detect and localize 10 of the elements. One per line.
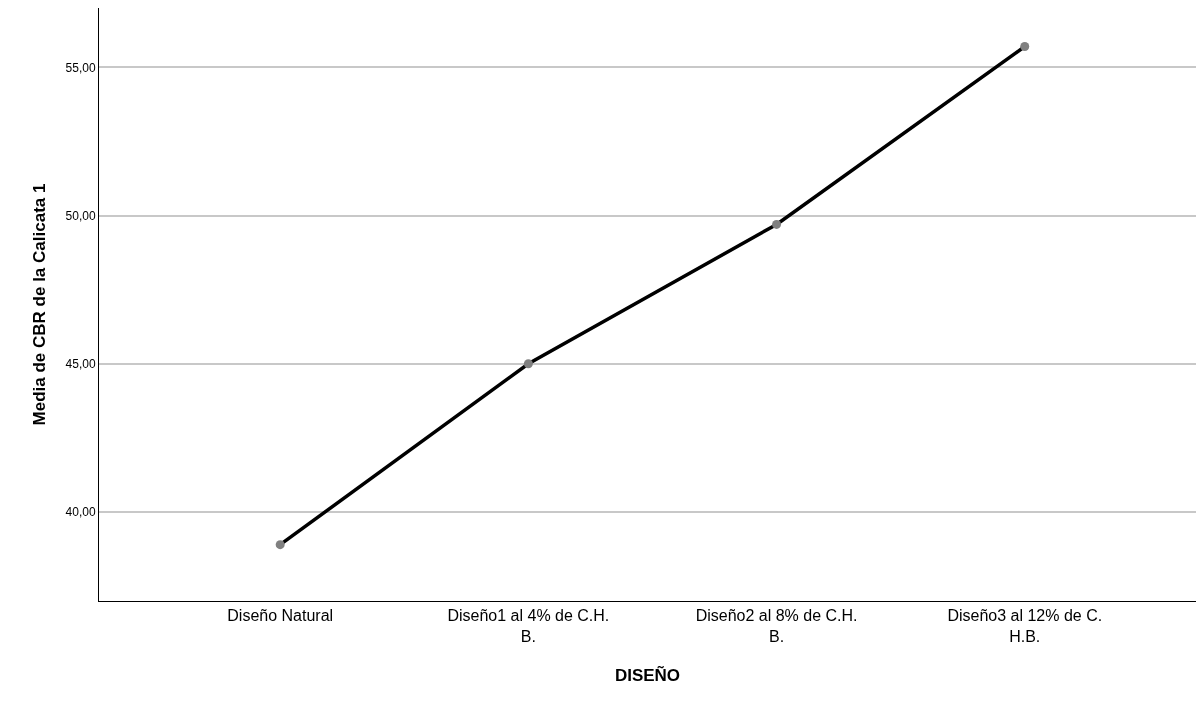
y-tick-label: 45,00: [65, 357, 96, 371]
y-tick-label: 55,00: [65, 60, 96, 75]
x-axis-title: DISEÑO: [614, 665, 681, 686]
x-tick-label: Diseño2 al 8% de C.H. B.: [695, 607, 858, 645]
x-tick-label: Diseño Natural: [227, 607, 334, 625]
y-axis-title: Media de CBR de la Calicata 1: [30, 183, 50, 426]
x-tick-label: Diseño1 al 4% de C.H. B.: [447, 607, 610, 645]
x-tick-label: Diseño3 al 12% de C. H.B.: [947, 607, 1103, 645]
y-tick-label: 50,00: [65, 208, 96, 223]
y-tick-label: 40,00: [65, 505, 96, 520]
